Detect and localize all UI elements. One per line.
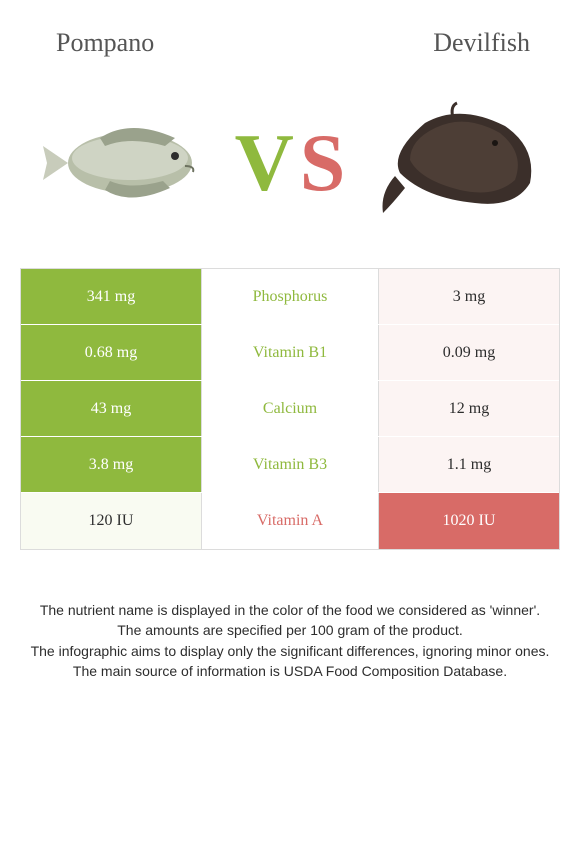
vs-label: V S [235, 122, 346, 204]
value-right: 0.09 mg [379, 325, 559, 380]
devilfish-image [360, 98, 550, 228]
food-name-right: Devilfish [433, 28, 530, 58]
food-name-left: Pompano [56, 28, 154, 58]
nutrient-table: 341 mgPhosphorus3 mg0.68 mgVitamin B10.0… [20, 268, 560, 550]
disclaimer-block: The nutrient name is displayed in the co… [20, 600, 560, 681]
table-row: 43 mgCalcium12 mg [21, 381, 559, 437]
table-row: 341 mgPhosphorus3 mg [21, 269, 559, 325]
value-left: 120 IU [21, 493, 201, 549]
nutrient-name: Calcium [201, 381, 379, 436]
value-left: 341 mg [21, 269, 201, 324]
value-left: 3.8 mg [21, 437, 201, 492]
vs-s-letter: S [300, 122, 346, 204]
header: Pompano Devilfish [0, 0, 580, 68]
value-right: 1020 IU [379, 493, 559, 549]
table-row: 3.8 mgVitamin B31.1 mg [21, 437, 559, 493]
hero-row: V S [0, 68, 580, 268]
table-row: 120 IUVitamin A1020 IU [21, 493, 559, 549]
value-right: 1.1 mg [379, 437, 559, 492]
disclaimer-line: The amounts are specified per 100 gram o… [20, 620, 560, 640]
disclaimer-line: The nutrient name is displayed in the co… [20, 600, 560, 620]
pompano-image [30, 98, 220, 228]
nutrient-name: Phosphorus [201, 269, 379, 324]
nutrient-name: Vitamin B3 [201, 437, 379, 492]
value-right: 3 mg [379, 269, 559, 324]
nutrient-name: Vitamin B1 [201, 325, 379, 380]
nutrient-name: Vitamin A [201, 493, 379, 549]
disclaimer-line: The main source of information is USDA F… [20, 661, 560, 681]
table-row: 0.68 mgVitamin B10.09 mg [21, 325, 559, 381]
vs-v-letter: V [235, 122, 294, 204]
value-left: 43 mg [21, 381, 201, 436]
value-right: 12 mg [379, 381, 559, 436]
disclaimer-line: The infographic aims to display only the… [20, 641, 560, 661]
value-left: 0.68 mg [21, 325, 201, 380]
